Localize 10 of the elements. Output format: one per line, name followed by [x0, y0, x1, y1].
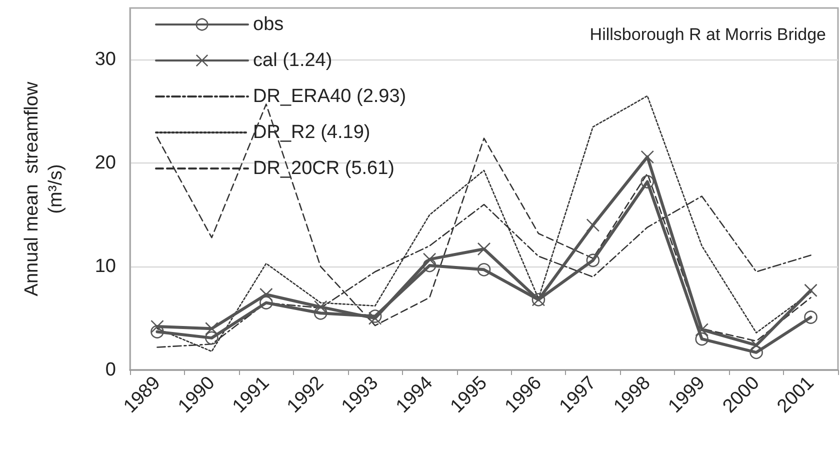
- legend-label: DR_ERA40 (2.93): [253, 86, 406, 107]
- legend-label: cal (1.24): [253, 50, 332, 71]
- legend-label: DR_20CR (5.61): [253, 158, 394, 179]
- legend-label: obs: [253, 14, 284, 35]
- annotation: Hillsborough R at Morris Bridge: [590, 25, 826, 44]
- y-axis-title: Annual mean streamflow (m³/s): [22, 82, 66, 296]
- y-tick-label: 10: [94, 256, 116, 278]
- y-tick-label: 20: [94, 152, 116, 174]
- y-tick-label: 30: [94, 49, 116, 70]
- y-tick-label: 0: [105, 360, 116, 380]
